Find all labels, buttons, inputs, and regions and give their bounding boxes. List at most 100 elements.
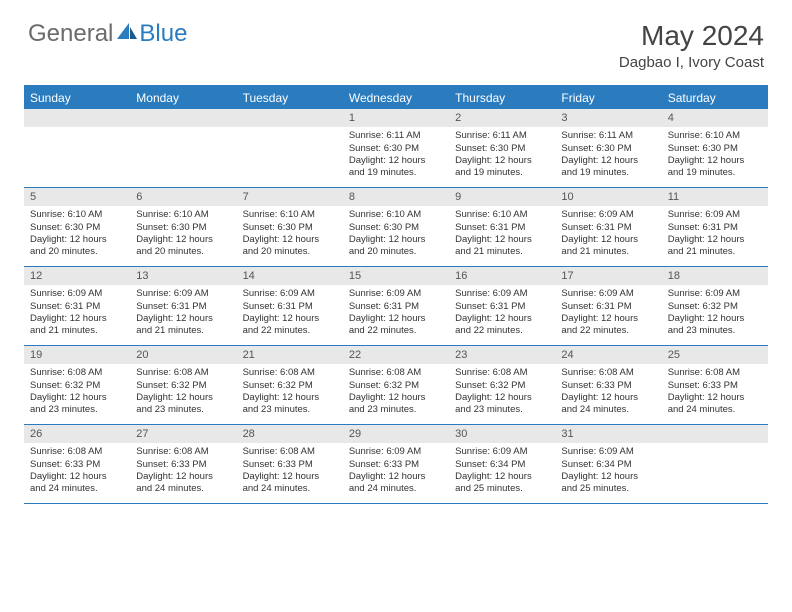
day-header-monday: Monday (130, 87, 236, 109)
day-info: Sunrise: 6:09 AMSunset: 6:31 PMDaylight:… (343, 288, 449, 337)
day-cell: 21Sunrise: 6:08 AMSunset: 6:32 PMDayligh… (237, 346, 343, 424)
day-cell: 20Sunrise: 6:08 AMSunset: 6:32 PMDayligh… (130, 346, 236, 424)
dl2-text: and 22 minutes. (349, 325, 443, 337)
sunset-text: Sunset: 6:31 PM (561, 301, 655, 313)
day-cell: 13Sunrise: 6:09 AMSunset: 6:31 PMDayligh… (130, 267, 236, 345)
day-info: Sunrise: 6:08 AMSunset: 6:33 PMDaylight:… (555, 367, 661, 416)
location-label: Dagbao I, Ivory Coast (619, 54, 764, 71)
sunrise-text: Sunrise: 6:08 AM (561, 367, 655, 379)
day-cell: 19Sunrise: 6:08 AMSunset: 6:32 PMDayligh… (24, 346, 130, 424)
sunrise-text: Sunrise: 6:11 AM (561, 130, 655, 142)
day-info: Sunrise: 6:09 AMSunset: 6:31 PMDaylight:… (662, 209, 768, 258)
day-number (130, 109, 236, 127)
sunset-text: Sunset: 6:31 PM (561, 222, 655, 234)
dl1-text: Daylight: 12 hours (243, 471, 337, 483)
sunset-text: Sunset: 6:32 PM (455, 380, 549, 392)
dl2-text: and 22 minutes. (455, 325, 549, 337)
week-row: 5Sunrise: 6:10 AMSunset: 6:30 PMDaylight… (24, 188, 768, 267)
dl1-text: Daylight: 12 hours (243, 392, 337, 404)
sunset-text: Sunset: 6:30 PM (30, 222, 124, 234)
sunrise-text: Sunrise: 6:08 AM (243, 446, 337, 458)
day-info: Sunrise: 6:09 AMSunset: 6:34 PMDaylight:… (555, 446, 661, 495)
dl1-text: Daylight: 12 hours (561, 392, 655, 404)
day-cell: 24Sunrise: 6:08 AMSunset: 6:33 PMDayligh… (555, 346, 661, 424)
dl2-text: and 24 minutes. (349, 483, 443, 495)
day-header-friday: Friday (555, 87, 661, 109)
day-cell (237, 109, 343, 187)
sunset-text: Sunset: 6:33 PM (349, 459, 443, 471)
day-info: Sunrise: 6:09 AMSunset: 6:31 PMDaylight:… (24, 288, 130, 337)
day-cell: 2Sunrise: 6:11 AMSunset: 6:30 PMDaylight… (449, 109, 555, 187)
dl2-text: and 23 minutes. (455, 404, 549, 416)
dl2-text: and 23 minutes. (668, 325, 762, 337)
dl1-text: Daylight: 12 hours (243, 313, 337, 325)
day-number: 29 (343, 425, 449, 443)
sunset-text: Sunset: 6:33 PM (243, 459, 337, 471)
sunrise-text: Sunrise: 6:09 AM (243, 288, 337, 300)
sunset-text: Sunset: 6:31 PM (668, 222, 762, 234)
dl2-text: and 20 minutes. (349, 246, 443, 258)
sunset-text: Sunset: 6:30 PM (349, 222, 443, 234)
day-number: 23 (449, 346, 555, 364)
day-number: 9 (449, 188, 555, 206)
day-info: Sunrise: 6:08 AMSunset: 6:33 PMDaylight:… (130, 446, 236, 495)
sunrise-text: Sunrise: 6:08 AM (668, 367, 762, 379)
sunset-text: Sunset: 6:30 PM (561, 143, 655, 155)
day-cell: 31Sunrise: 6:09 AMSunset: 6:34 PMDayligh… (555, 425, 661, 503)
day-info: Sunrise: 6:09 AMSunset: 6:31 PMDaylight:… (555, 209, 661, 258)
sunset-text: Sunset: 6:31 PM (455, 301, 549, 313)
day-cell: 4Sunrise: 6:10 AMSunset: 6:30 PMDaylight… (662, 109, 768, 187)
sunrise-text: Sunrise: 6:10 AM (136, 209, 230, 221)
dl1-text: Daylight: 12 hours (349, 155, 443, 167)
sunrise-text: Sunrise: 6:09 AM (136, 288, 230, 300)
dl1-text: Daylight: 12 hours (668, 234, 762, 246)
dl2-text: and 21 minutes. (561, 246, 655, 258)
day-number: 7 (237, 188, 343, 206)
day-number: 3 (555, 109, 661, 127)
calendar-table: SundayMondayTuesdayWednesdayThursdayFrid… (24, 85, 768, 504)
day-number (24, 109, 130, 127)
sunset-text: Sunset: 6:30 PM (136, 222, 230, 234)
sunrise-text: Sunrise: 6:08 AM (136, 446, 230, 458)
day-number: 16 (449, 267, 555, 285)
day-cell: 27Sunrise: 6:08 AMSunset: 6:33 PMDayligh… (130, 425, 236, 503)
logo-text-general: General (28, 20, 113, 48)
sunset-text: Sunset: 6:30 PM (455, 143, 549, 155)
day-number: 2 (449, 109, 555, 127)
dl1-text: Daylight: 12 hours (136, 392, 230, 404)
sunrise-text: Sunrise: 6:09 AM (349, 288, 443, 300)
sunset-text: Sunset: 6:30 PM (668, 143, 762, 155)
day-number: 13 (130, 267, 236, 285)
sunset-text: Sunset: 6:31 PM (349, 301, 443, 313)
sunset-text: Sunset: 6:33 PM (136, 459, 230, 471)
day-cell: 7Sunrise: 6:10 AMSunset: 6:30 PMDaylight… (237, 188, 343, 266)
sunrise-text: Sunrise: 6:09 AM (668, 209, 762, 221)
day-cell: 10Sunrise: 6:09 AMSunset: 6:31 PMDayligh… (555, 188, 661, 266)
day-cell: 23Sunrise: 6:08 AMSunset: 6:32 PMDayligh… (449, 346, 555, 424)
logo: General Blue (28, 20, 187, 48)
day-info: Sunrise: 6:08 AMSunset: 6:33 PMDaylight:… (237, 446, 343, 495)
day-number: 6 (130, 188, 236, 206)
sunset-text: Sunset: 6:30 PM (243, 222, 337, 234)
dl1-text: Daylight: 12 hours (455, 392, 549, 404)
dl1-text: Daylight: 12 hours (668, 392, 762, 404)
day-number: 15 (343, 267, 449, 285)
sunset-text: Sunset: 6:34 PM (561, 459, 655, 471)
day-number (237, 109, 343, 127)
sunset-text: Sunset: 6:32 PM (668, 301, 762, 313)
sunset-text: Sunset: 6:33 PM (668, 380, 762, 392)
day-info: Sunrise: 6:10 AMSunset: 6:30 PMDaylight:… (343, 209, 449, 258)
dl2-text: and 25 minutes. (561, 483, 655, 495)
day-info: Sunrise: 6:08 AMSunset: 6:32 PMDaylight:… (130, 367, 236, 416)
dl1-text: Daylight: 12 hours (349, 234, 443, 246)
dl1-text: Daylight: 12 hours (136, 471, 230, 483)
dl2-text: and 22 minutes. (243, 325, 337, 337)
sunset-text: Sunset: 6:32 PM (136, 380, 230, 392)
sunset-text: Sunset: 6:31 PM (30, 301, 124, 313)
day-cell: 22Sunrise: 6:08 AMSunset: 6:32 PMDayligh… (343, 346, 449, 424)
day-number: 1 (343, 109, 449, 127)
sunrise-text: Sunrise: 6:08 AM (30, 367, 124, 379)
day-cell: 6Sunrise: 6:10 AMSunset: 6:30 PMDaylight… (130, 188, 236, 266)
day-cell: 5Sunrise: 6:10 AMSunset: 6:30 PMDaylight… (24, 188, 130, 266)
dl1-text: Daylight: 12 hours (455, 313, 549, 325)
